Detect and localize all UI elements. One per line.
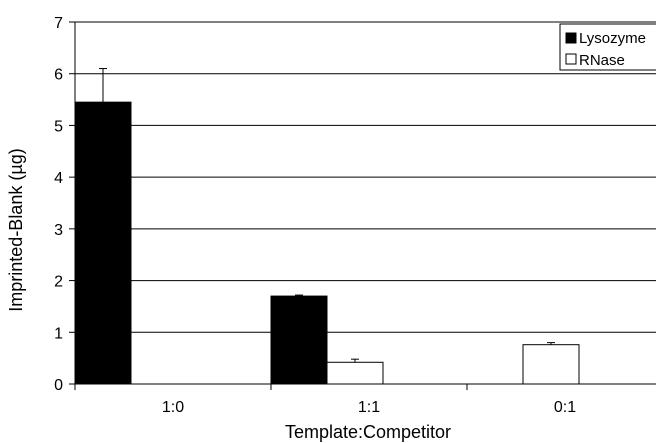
bar-rnase-0:1 — [522, 344, 580, 385]
y-tick-label: 4 — [54, 170, 63, 187]
y-axis-title: Imprinted-Blank (µg) — [6, 148, 26, 311]
y-tick-label: 0 — [54, 377, 63, 394]
y-tick-label: 7 — [54, 15, 63, 32]
x-axis-title: Template:Competitor — [285, 422, 451, 442]
x-tick-label: 1:1 — [358, 399, 380, 416]
x-tick-label: 0:1 — [554, 399, 576, 416]
axes — [69, 21, 656, 390]
gridlines — [75, 21, 656, 333]
y-tick-label: 6 — [54, 67, 63, 84]
y-tick-label: 1 — [54, 325, 63, 342]
legend-label-lysozyme: Lysozyme — [579, 30, 646, 47]
x-tick-label: 1:0 — [162, 399, 184, 416]
legend: Lysozyme RNase — [559, 23, 656, 71]
legend-swatch-rnase — [565, 53, 577, 65]
bars — [74, 68, 580, 385]
y-tick-label: 5 — [54, 118, 63, 135]
legend-label-rnase: RNase — [579, 52, 625, 69]
tick-labels: 0 1 2 3 4 5 6 7 1:0 1:1 0:1 — [54, 15, 576, 416]
y-tick-label: 2 — [54, 274, 63, 291]
bar-lysozyme-1:1 — [270, 295, 328, 385]
bar-rnase-1:1 — [326, 361, 384, 385]
legend-swatch-lysozyme — [565, 32, 577, 44]
y-tick-label: 3 — [54, 222, 63, 239]
bar-lysozyme-1:0 — [74, 101, 132, 385]
